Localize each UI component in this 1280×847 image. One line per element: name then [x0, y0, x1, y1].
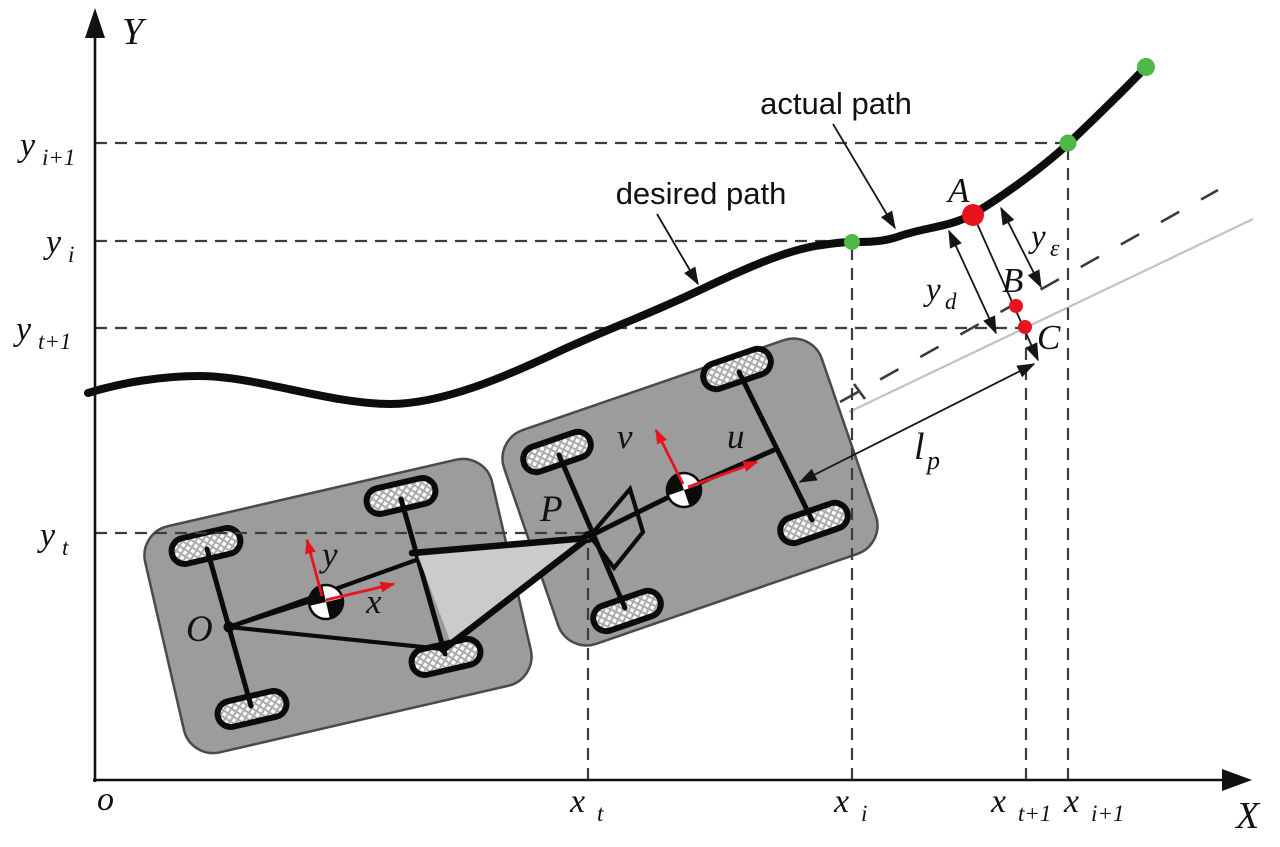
projection-gridlines	[95, 141, 1070, 780]
trailer-y-label: y	[319, 535, 338, 574]
point-C-dot	[1018, 320, 1032, 334]
xtick-xt1-sub: t+1	[1018, 801, 1051, 826]
drawbar-bottom-beam	[439, 534, 592, 654]
waypoint-i-plus-1-dot	[1059, 134, 1077, 152]
yd-label-sub: d	[945, 289, 957, 314]
waypoint-i-dot	[844, 234, 860, 250]
point-B-label: B	[1002, 261, 1023, 300]
path-end-dot	[1137, 58, 1155, 76]
y-axis-arrowhead	[85, 8, 105, 38]
ytick-yt-sub: t	[62, 535, 69, 560]
point-A-to-C-line	[974, 218, 1039, 362]
point-A-label: A	[946, 171, 970, 210]
trailer-origin-joint	[223, 621, 235, 633]
heading-direction-dashed-line	[839, 188, 1219, 404]
ytick-yt-main: y	[37, 517, 56, 554]
lp-label-main: l	[914, 426, 925, 468]
tractor-u-axis-arrow	[687, 460, 759, 489]
drawbar-top-beam	[408, 534, 592, 557]
drawbar-triangle	[418, 538, 588, 640]
xtick-xi-sub: i	[861, 801, 867, 826]
ytick-yt1-sub: t+1	[38, 329, 71, 354]
heading-line-tick	[852, 383, 867, 400]
trailer-x-label: x	[365, 582, 382, 621]
path-curve	[84, 63, 1150, 409]
drawbar-group	[408, 531, 594, 654]
ye-label-sub: ε	[1050, 236, 1060, 262]
x-axis-label: X	[1234, 795, 1261, 837]
trailer-front-axle	[398, 496, 448, 657]
point-B-dot	[1009, 299, 1023, 313]
ytick-yt1-main: y	[13, 311, 32, 348]
lateral-offset-yd-arrow	[948, 229, 997, 335]
ytick-yi-sub: i	[68, 242, 74, 267]
trailer-y-axis-arrow	[305, 538, 324, 597]
trailer-x-axis-arrow	[325, 581, 396, 602]
x-axis-arrowhead	[1222, 769, 1252, 791]
tractor-v-axis-arrow	[654, 428, 685, 485]
preview-distance-lp-arrow	[798, 363, 1036, 483]
actual-path-leader-arrow	[832, 123, 896, 230]
ye-label-main: y	[1028, 219, 1046, 255]
point-C-label: C	[1037, 318, 1061, 357]
lp-label-sub: p	[925, 446, 940, 475]
xtick-xi1-sub: i+1	[1091, 801, 1124, 826]
coordinate-axes	[85, 8, 1252, 791]
trailer-cg-symbol	[307, 583, 345, 621]
xtick-xt1-main: x	[990, 783, 1006, 820]
hitch-point-P	[582, 531, 594, 543]
xtick-xt-main: x	[569, 783, 585, 820]
tractor-u-label: u	[727, 417, 745, 456]
xtick-xi-main: x	[833, 783, 849, 820]
lateral-error-ye-arrow	[1000, 206, 1042, 289]
desired-path-label: desired path	[616, 176, 787, 211]
xtick-xt-sub: t	[597, 801, 604, 826]
xtick-xi1-main: x	[1063, 783, 1079, 820]
origin-label: o	[97, 781, 114, 818]
trailer-origin-label: O	[186, 609, 213, 650]
tractor-hitch-linkage	[587, 484, 646, 572]
tractor-hitch-label: P	[539, 489, 563, 530]
tractor-v-label: v	[617, 417, 633, 456]
ytick-yi1-sub: i+1	[42, 145, 75, 170]
yd-label-main: y	[923, 272, 941, 308]
actual-path-label: actual path	[760, 86, 912, 121]
point-A-dot	[962, 204, 984, 226]
ytick-yi-main: y	[43, 224, 62, 261]
tractor-front-axle	[736, 369, 815, 523]
ytick-yi1-main: y	[17, 127, 36, 164]
desired-path-leader-arrow	[656, 213, 699, 286]
y-axis-label: Y	[122, 11, 147, 53]
tractor-body-group	[501, 337, 879, 647]
